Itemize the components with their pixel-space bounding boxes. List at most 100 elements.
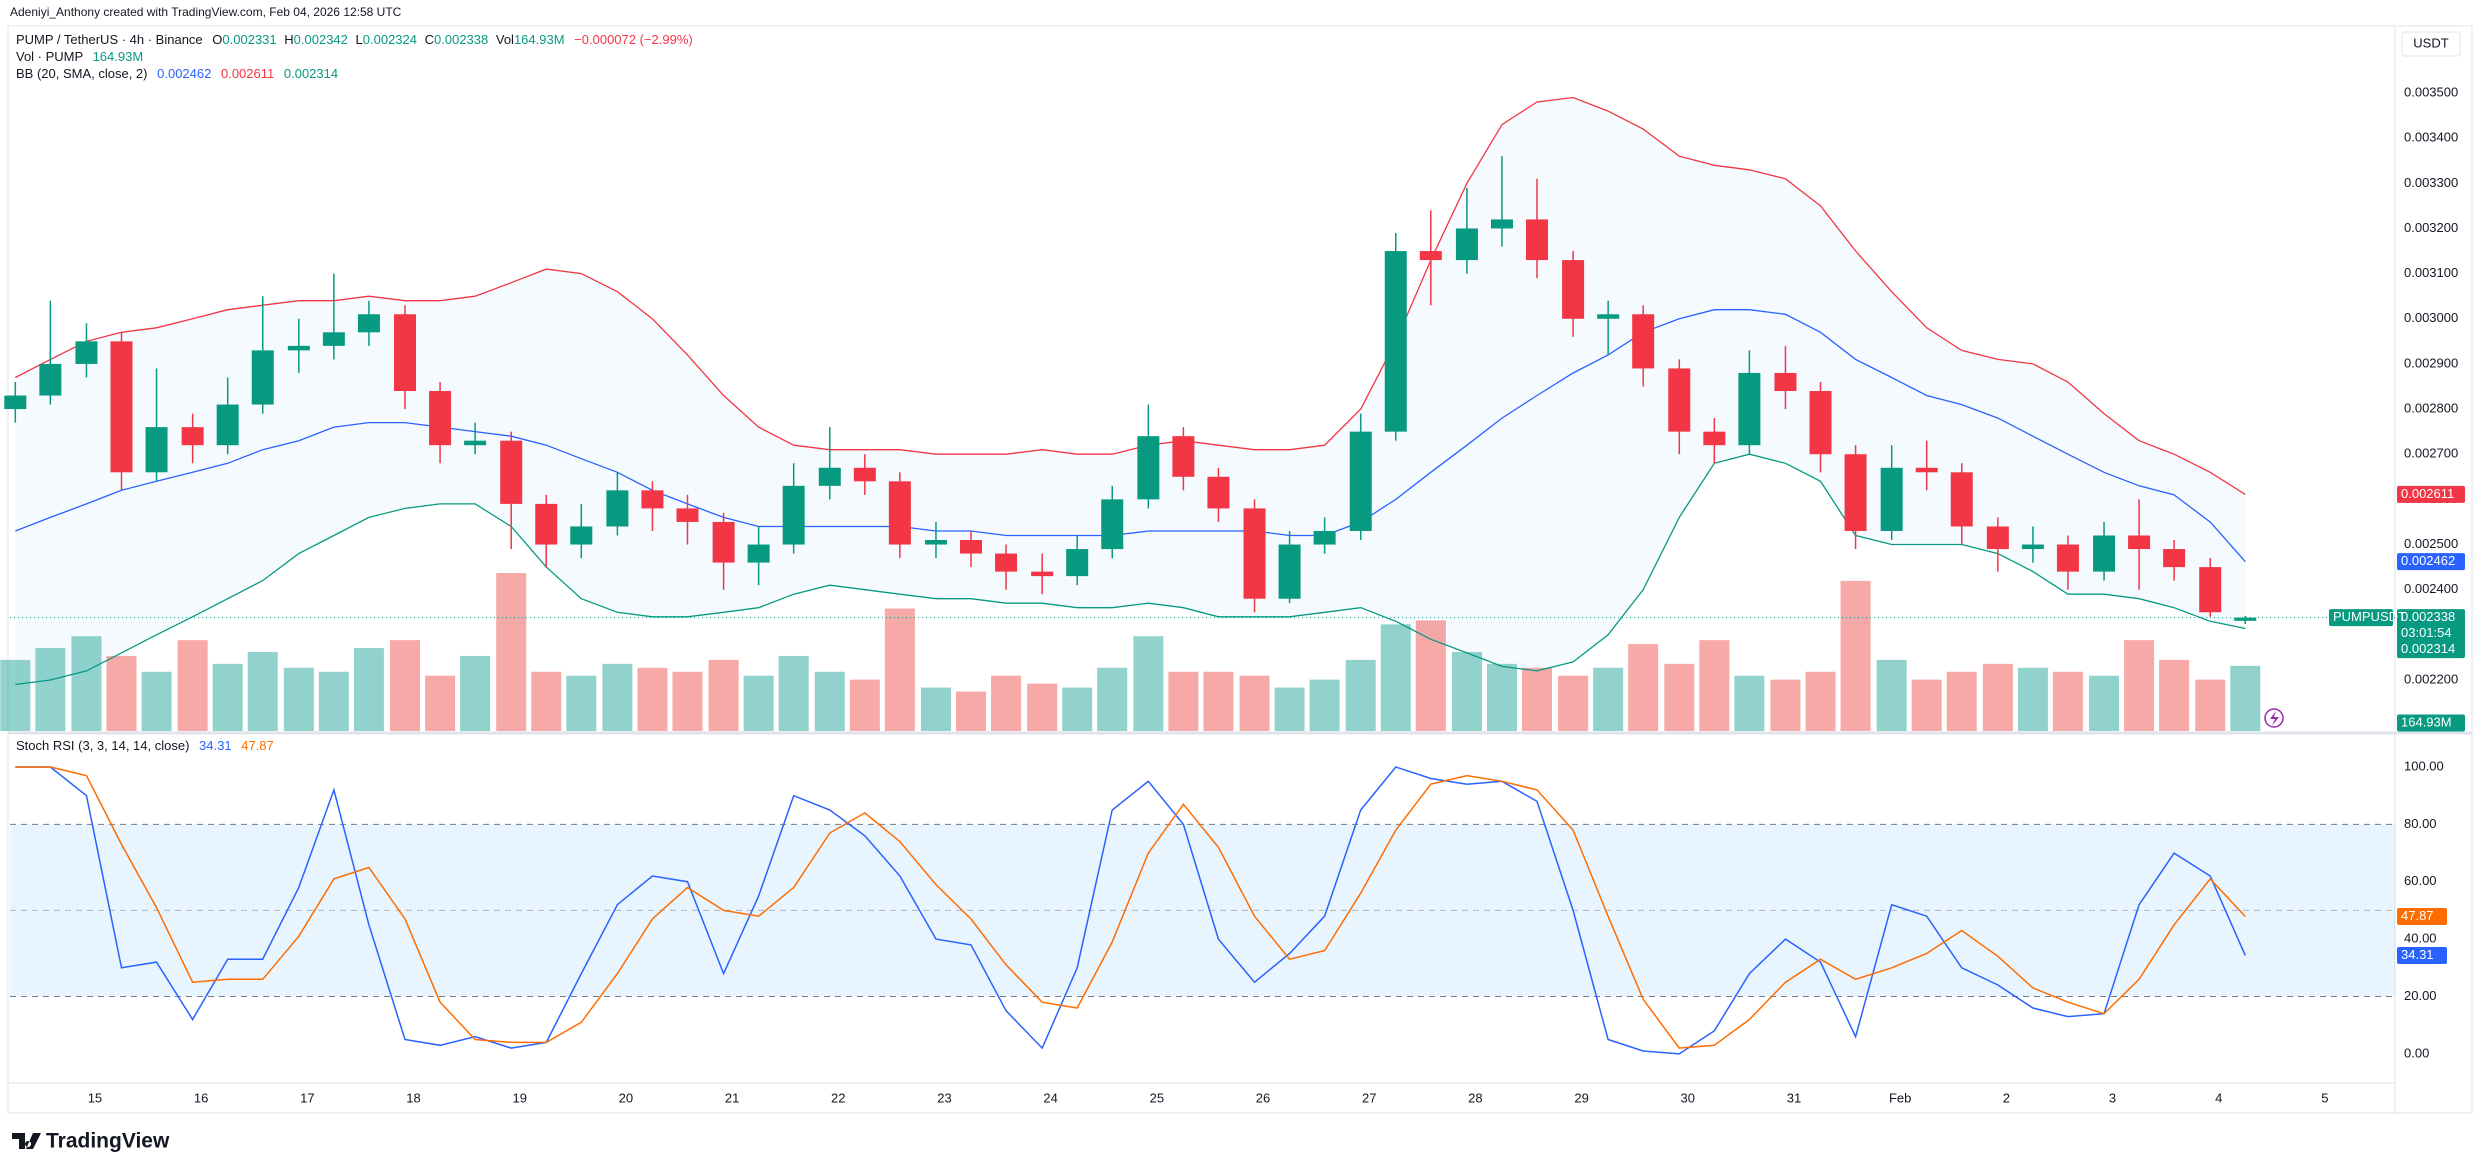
volume-bar — [353, 648, 384, 731]
candle-body — [4, 395, 27, 410]
stoch-tag: 47.87 — [2401, 908, 2434, 923]
bb-upper-tag-bg — [2397, 485, 2465, 503]
volume-bar — [247, 652, 278, 731]
y-tick-label: 0.00 — [2404, 1045, 2429, 1060]
stoch-name: Stoch RSI (3, 3, 14, 14, close) — [16, 738, 189, 753]
volume-bar — [496, 573, 527, 731]
volume-bar — [849, 679, 880, 731]
candle-body — [429, 391, 452, 446]
logo-text: TradingView — [46, 1130, 170, 1153]
y-tick-label: 0.002700 — [2404, 446, 2458, 461]
candle-body — [888, 481, 911, 545]
volume-bar — [2124, 640, 2155, 731]
volume-bar — [1239, 675, 1270, 731]
volume-bar — [35, 648, 66, 731]
alert-icon-bolt — [2270, 711, 2279, 726]
volume-bar — [1558, 675, 1589, 731]
candle-body — [2093, 535, 2116, 572]
volume-bar — [1699, 640, 1730, 731]
change: −0.000072 (−2.99%) — [574, 32, 693, 47]
candle-body — [251, 350, 274, 405]
candle-body — [1986, 526, 2009, 550]
candle-body — [110, 341, 133, 473]
x-tick-label: 2 — [2003, 1090, 2010, 1105]
candle-body — [676, 508, 699, 522]
x-tick-label: 27 — [1362, 1090, 1376, 1105]
candle-body — [1738, 372, 1761, 446]
candle-body — [712, 521, 735, 563]
ohlc-label: C — [425, 32, 434, 47]
x-tick-label: 23 — [937, 1090, 951, 1105]
volume-bar — [778, 655, 809, 731]
candle-body — [1172, 436, 1195, 477]
volume-bar — [177, 640, 208, 731]
x-tick-label: 15 — [88, 1090, 102, 1105]
bb-line — [15, 453, 2246, 686]
candle-body — [1703, 431, 1726, 446]
price-tag-bg — [2397, 609, 2465, 659]
candle-body — [2163, 549, 2186, 568]
x-tick-label: 31 — [1787, 1090, 1801, 1105]
volume-tag-bg — [2397, 714, 2465, 732]
volume-bar — [0, 659, 31, 731]
candle-body — [322, 332, 345, 346]
volume-bar — [1133, 636, 1164, 731]
symbol-tag: PUMPUSDT — [2333, 609, 2406, 624]
volume-bar — [1451, 652, 1482, 731]
symbol-tag-bg — [2329, 609, 2393, 627]
volume-bar — [1770, 679, 1801, 731]
volume-bar — [212, 663, 243, 731]
candle-body — [1774, 372, 1797, 392]
volume-bar — [920, 687, 951, 731]
volume-bar — [1380, 624, 1411, 731]
ohlc-label: L — [356, 32, 363, 47]
stoch-d-value: 47.87 — [241, 738, 274, 753]
open-value: 0.002331 — [222, 32, 276, 47]
volume-bar — [884, 608, 915, 731]
currency-box — [2401, 31, 2461, 57]
candle-body — [1915, 467, 1938, 473]
candle-body — [1066, 549, 1089, 577]
bb-basis-tag: 0.002462 — [2401, 553, 2455, 568]
stoch-line — [15, 766, 2246, 1049]
x-tick-label: 21 — [725, 1090, 739, 1105]
x-tick-label: 28 — [1468, 1090, 1482, 1105]
volume-bar — [708, 659, 739, 731]
bb-lower-value: 0.002314 — [284, 66, 338, 81]
logo-mark — [12, 1133, 41, 1149]
volume-bar — [141, 671, 172, 731]
volume-bar — [2195, 679, 2226, 731]
candle-body — [1101, 499, 1124, 550]
candle-body — [2021, 544, 2044, 550]
candle-body — [1809, 391, 1832, 455]
candle-body — [39, 363, 62, 396]
y-tick-label: 100.00 — [2404, 758, 2444, 773]
bb-upper-tag: 0.002611 — [2401, 486, 2454, 501]
x-tick-label: 22 — [831, 1090, 845, 1105]
y-tick-label: 0.003200 — [2404, 220, 2458, 235]
main-legend: PUMP / TetherUS · 4h · Binance O0.002331… — [16, 32, 693, 47]
candle-body — [216, 404, 239, 446]
countdown: 03:01:54 — [2401, 625, 2452, 640]
currency: USDT — [2413, 35, 2448, 50]
volume-bar — [531, 671, 562, 731]
volume-bar — [2159, 659, 2190, 731]
candle-body — [1844, 454, 1867, 531]
stoch-legend: Stoch RSI (3, 3, 14, 14, close) 34.31 47… — [16, 738, 274, 753]
candle-body — [1668, 368, 1691, 432]
y-tick-label: 0.003300 — [2404, 175, 2458, 190]
volume-bar — [566, 675, 597, 731]
volume-bar — [390, 640, 421, 731]
candle-body — [1349, 431, 1372, 531]
volume-bar — [425, 675, 456, 731]
stoch-line — [15, 766, 2246, 1055]
y-tick-label: 0.002900 — [2404, 355, 2458, 370]
close-value: 0.002338 — [434, 32, 488, 47]
x-tick-label: 4 — [2215, 1090, 2222, 1105]
x-tick-label: 19 — [512, 1090, 526, 1105]
plot-layer: 15 16 17 18 19 20 21 22 23 24 25 26 27 28 29 30 31 Feb 2 3 4… — [0, 84, 2465, 1105]
bb-line — [15, 309, 2246, 563]
volume-bar — [1805, 671, 1836, 731]
candle-body — [464, 440, 487, 446]
